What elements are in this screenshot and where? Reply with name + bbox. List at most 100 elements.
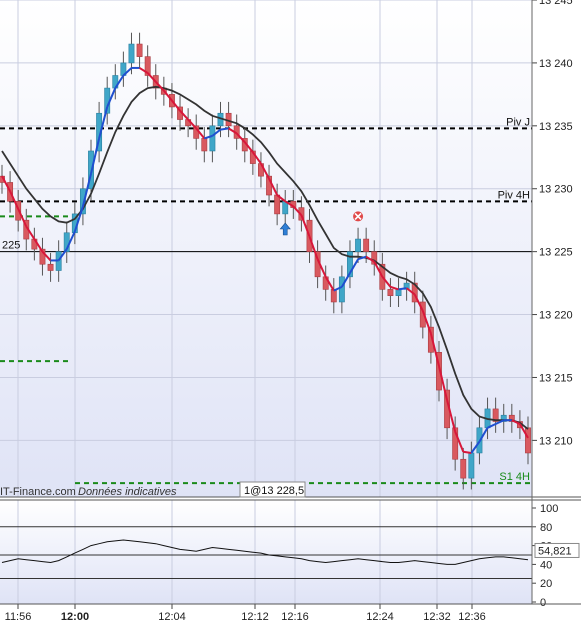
fast-moving-average-segment (454, 431, 465, 453)
osc-value-badge (534, 542, 580, 558)
candle-body (79, 188, 86, 215)
price-badge: 1@13 228,5 (244, 485, 304, 497)
candle-body (136, 43, 143, 57)
candle-body (468, 452, 475, 479)
fast-moving-average-segment (146, 72, 157, 83)
candle-body (144, 56, 151, 76)
fast-moving-average-segment (463, 450, 472, 454)
fast-moving-average-segment (252, 151, 262, 165)
fast-moving-average-segment (357, 255, 367, 261)
fast-moving-average-segment (187, 118, 197, 130)
candle-body (492, 408, 499, 422)
candle-body (419, 301, 426, 328)
x-tick-label: 12:36 (458, 611, 486, 623)
fast-moving-average-segment (381, 276, 392, 288)
fast-moving-average-segment (139, 67, 149, 74)
fast-moving-average-segment (65, 231, 76, 250)
candle-body (347, 251, 353, 278)
candle-body (460, 458, 467, 479)
level-label: Piv J (506, 116, 530, 128)
x-tick-label: 12:16 (281, 611, 309, 623)
candle-body (209, 125, 216, 152)
y-tick-label: 13 235 (539, 121, 573, 133)
disclaimer-text: Données indicatives (78, 486, 177, 498)
y-tick-label: 13 220 (539, 310, 573, 322)
fast-moving-average-segment (333, 285, 343, 292)
fast-moving-average-segment (406, 287, 416, 296)
fast-moving-average-segment (341, 272, 351, 288)
y-tick-label: 13 215 (539, 372, 573, 384)
watermark-text: IT-Finance.com (0, 486, 76, 498)
fast-moving-average-segment (243, 141, 254, 153)
fast-moving-average-segment (17, 208, 28, 227)
x-tick-label: 11:56 (5, 611, 32, 623)
fast-moving-average-segment (106, 87, 117, 108)
fast-moving-average-segment (171, 100, 181, 112)
fast-moving-average-segment (276, 194, 286, 203)
candle-body (338, 276, 345, 303)
candle-body (387, 289, 394, 296)
fast-moving-average-segment (73, 206, 84, 232)
candle-body (508, 414, 515, 422)
fast-moving-average-segment (260, 163, 270, 180)
fast-moving-average-segment (1, 175, 11, 192)
fast-moving-average-segment (300, 214, 311, 237)
osc-tick-label: 80 (540, 522, 552, 534)
fast-moving-average-segment (235, 132, 246, 143)
candle-body (427, 326, 434, 353)
y-tick-label: 13 245 (539, 0, 573, 7)
buy-signal-arrow (279, 222, 291, 236)
osc-tick-label: 0 (540, 597, 546, 609)
sell-signal-cross (354, 212, 362, 220)
fast-moving-average-segment (446, 399, 457, 432)
fast-moving-average-segment (122, 67, 133, 77)
fast-moving-average-segment (495, 419, 505, 425)
fast-moving-average-segment (292, 205, 303, 216)
level-label: S1 4H (499, 471, 530, 483)
fast-moving-average-segment (155, 81, 165, 92)
candle-body (500, 414, 507, 422)
level-label: Piv 4H (498, 189, 530, 201)
price-axis (532, 0, 581, 497)
y-tick-label: 13 210 (539, 435, 573, 447)
fast-moving-average-segment (41, 250, 52, 262)
fast-moving-average-segment (220, 127, 229, 131)
fast-moving-average-segment (211, 128, 222, 137)
signals (279, 211, 364, 236)
slow-moving-average (1, 85, 529, 430)
y-tick-label: 13 225 (539, 247, 573, 259)
fast-moving-average-segment (57, 248, 68, 262)
fast-moving-average-segment (90, 138, 101, 174)
fast-moving-average-segment (349, 258, 359, 274)
fast-moving-average-segment (413, 293, 424, 312)
fast-moving-average-segment (398, 287, 407, 291)
x-tick-label: 12:00 (61, 611, 89, 623)
fast-moving-average-segment (163, 89, 173, 102)
fast-moving-average-segment (308, 236, 319, 260)
fast-moving-average-segment (519, 423, 529, 439)
candle-body (355, 238, 361, 252)
level-label: 225 (2, 240, 20, 252)
oscillator (0, 526, 532, 579)
osc-tick-label: 40 (540, 559, 552, 571)
y-tick-label: 13 230 (539, 184, 573, 196)
fast-moving-average-segment (114, 74, 125, 89)
fast-moving-average-segment (373, 261, 384, 278)
fast-moving-average-segment (81, 173, 92, 207)
candle-body (395, 289, 402, 296)
fast-moving-average-segment (438, 365, 449, 401)
candle-body (47, 263, 54, 271)
candle-body (330, 289, 337, 303)
candle-body (274, 194, 281, 215)
candle-body (39, 248, 46, 265)
fast-moving-average-segment (429, 333, 440, 367)
fast-moving-average-segment (179, 110, 189, 121)
fast-moving-average-segment (316, 258, 327, 278)
fast-moving-average-segment (390, 285, 399, 291)
fast-moving-average-segment (268, 178, 279, 196)
x-tick-label: 12:04 (158, 611, 186, 623)
x-tick-label: 12:24 (366, 611, 394, 623)
fast-moving-average-segment (478, 427, 489, 443)
